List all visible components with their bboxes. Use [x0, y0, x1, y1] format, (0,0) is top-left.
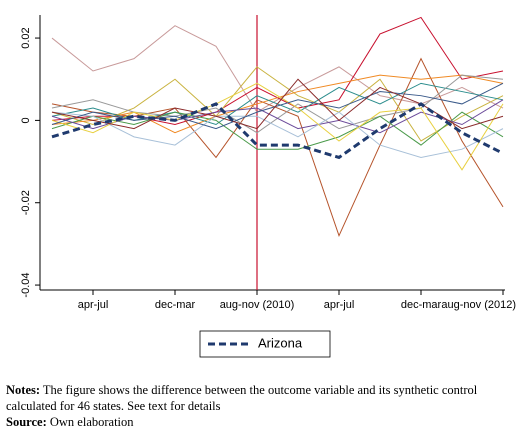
- x-tick-label: aug-nov (2012): [441, 299, 516, 311]
- highlight-line: [51, 102, 504, 160]
- y-tick-label: 0: [20, 117, 32, 123]
- series-line: [51, 111, 504, 150]
- y-tick-label: -0.04: [20, 273, 32, 298]
- y-tick-label: 0.02: [20, 27, 32, 48]
- y-tick-label: -0.02: [20, 190, 32, 215]
- notes-line: Notes: The figure shows the difference b…: [6, 382, 516, 414]
- series-line: [51, 57, 504, 238]
- source-line: Source: Own elaboration: [6, 414, 516, 430]
- legend: Arizona: [199, 330, 331, 358]
- series-line: [51, 111, 504, 158]
- notes: Notes: The figure shows the difference b…: [6, 382, 516, 430]
- x-tick-label: apr-jul: [78, 299, 109, 311]
- notes-label: Notes:: [6, 383, 41, 397]
- x-tick-label: apr-jul: [324, 299, 355, 311]
- legend-label: Arizona: [258, 335, 303, 350]
- notes-text: The figure shows the difference between …: [6, 383, 478, 413]
- series-line: [51, 74, 504, 134]
- x-tick-label: dec-mar: [401, 299, 442, 311]
- series-line: [51, 78, 504, 130]
- source-text: Own elaboration: [49, 415, 134, 429]
- x-tick-label: dec-mar: [155, 299, 196, 311]
- x-tick-label: aug-nov (2010): [220, 299, 295, 311]
- series-line: [51, 25, 504, 113]
- series-line: [51, 82, 504, 171]
- source-label: Source:: [6, 415, 47, 429]
- series-line: [51, 66, 504, 142]
